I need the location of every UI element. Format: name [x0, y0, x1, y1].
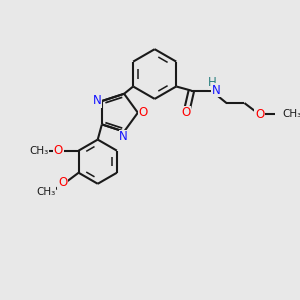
- Text: O: O: [138, 106, 147, 119]
- Text: O: O: [255, 108, 264, 122]
- Text: N: N: [119, 130, 128, 143]
- Text: O: O: [58, 176, 67, 189]
- Text: N: N: [212, 84, 220, 97]
- Text: CH₃: CH₃: [283, 109, 300, 118]
- Text: O: O: [181, 106, 190, 119]
- Text: O: O: [54, 144, 63, 157]
- Text: CH₃: CH₃: [29, 146, 49, 156]
- Text: H: H: [208, 76, 217, 89]
- Text: CH₃: CH₃: [36, 187, 56, 197]
- Text: N: N: [92, 94, 101, 107]
